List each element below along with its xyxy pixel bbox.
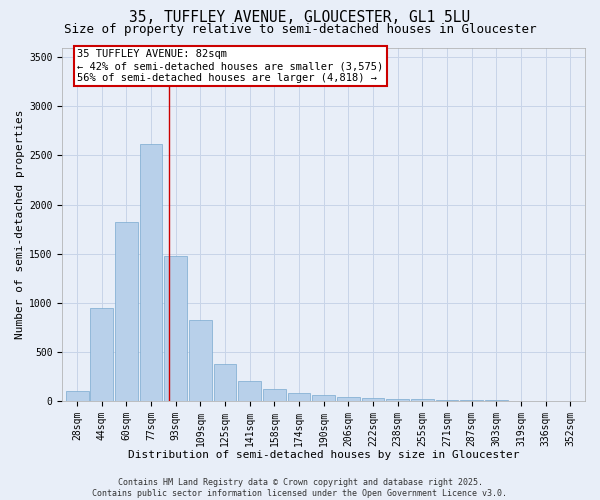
Bar bbox=[460, 400, 483, 401]
Text: Size of property relative to semi-detached houses in Gloucester: Size of property relative to semi-detach… bbox=[64, 22, 536, 36]
Bar bbox=[115, 222, 138, 401]
Bar bbox=[362, 398, 385, 401]
Bar bbox=[337, 397, 359, 401]
Bar bbox=[214, 364, 236, 401]
Bar bbox=[164, 256, 187, 401]
Bar bbox=[386, 399, 409, 401]
Y-axis label: Number of semi-detached properties: Number of semi-detached properties bbox=[15, 110, 25, 339]
Text: 35, TUFFLEY AVENUE, GLOUCESTER, GL1 5LU: 35, TUFFLEY AVENUE, GLOUCESTER, GL1 5LU bbox=[130, 10, 470, 25]
Bar bbox=[263, 389, 286, 401]
X-axis label: Distribution of semi-detached houses by size in Gloucester: Distribution of semi-detached houses by … bbox=[128, 450, 520, 460]
Bar bbox=[140, 144, 163, 401]
Bar bbox=[436, 400, 458, 401]
Bar bbox=[313, 395, 335, 401]
Bar bbox=[66, 391, 89, 401]
Bar bbox=[288, 393, 310, 401]
Bar bbox=[189, 320, 212, 401]
Bar bbox=[91, 308, 113, 401]
Text: 35 TUFFLEY AVENUE: 82sqm
← 42% of semi-detached houses are smaller (3,575)
56% o: 35 TUFFLEY AVENUE: 82sqm ← 42% of semi-d… bbox=[77, 50, 383, 82]
Text: Contains HM Land Registry data © Crown copyright and database right 2025.
Contai: Contains HM Land Registry data © Crown c… bbox=[92, 478, 508, 498]
Bar bbox=[411, 400, 434, 401]
Bar bbox=[238, 381, 261, 401]
